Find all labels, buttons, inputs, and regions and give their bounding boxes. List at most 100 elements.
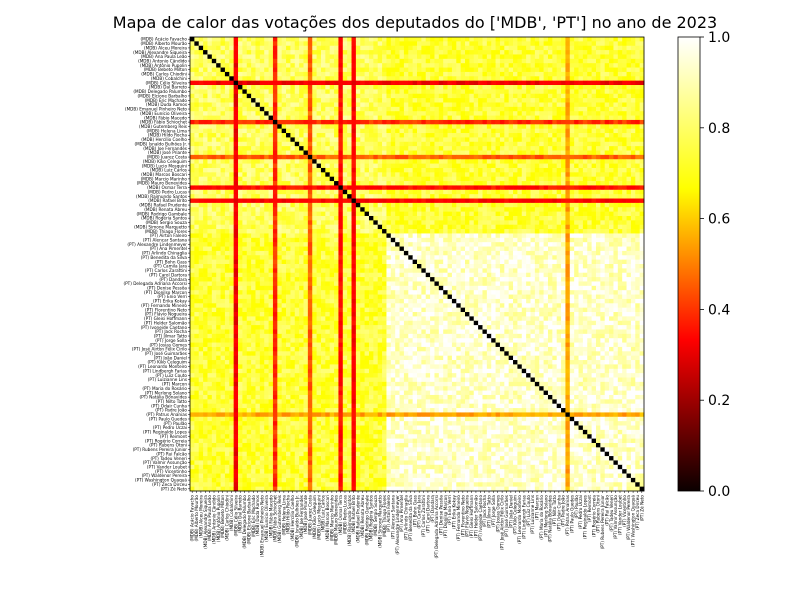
heatmap-cell [351,233,357,239]
heatmap-cell [386,106,392,112]
heatmap-cell [277,185,283,191]
heatmap-cell [508,115,514,121]
heatmap-cell [224,63,230,68]
heatmap-cell [233,154,239,160]
heatmap-cell [190,207,195,212]
heatmap-cell [486,233,492,239]
heatmap-cell [595,215,601,221]
heatmap-cell [460,167,466,173]
heatmap-cell [360,137,365,143]
heatmap-cell [622,67,627,73]
heatmap-cell [434,185,440,191]
heatmap-cell [290,237,296,243]
heatmap-cell [434,167,440,173]
heatmap-cell [434,80,440,86]
heatmap-cell [478,176,483,182]
heatmap-cell [360,67,365,73]
heatmap-cell [478,215,483,221]
heatmap-cell [604,215,610,221]
heatmap-cell [395,150,400,156]
heatmap-cell [307,45,313,51]
heatmap-cell [561,220,566,226]
heatmap-cell [251,76,256,82]
heatmap-cell [351,167,357,173]
heatmap-cell [338,93,344,99]
heatmap-cell [316,67,322,73]
heatmap-cell [408,128,413,134]
heatmap-cell [591,98,597,103]
heatmap-cell [320,54,326,60]
heatmap-cell [316,124,322,130]
heatmap-cell [539,211,544,217]
heatmap-cell [355,189,361,195]
heatmap-cell [417,54,422,60]
heatmap-cell [303,176,309,182]
heatmap-cell [526,163,531,169]
heatmap-cell [430,146,435,151]
heatmap-cell [438,233,444,239]
heatmap-cell [211,242,217,247]
heatmap-cell [211,172,217,178]
heatmap-cell [334,181,339,186]
heatmap-cell [469,98,475,103]
heatmap-cell [451,80,457,86]
heatmap-cell [574,93,579,99]
heatmap-cell [251,50,256,55]
heatmap-cell [534,154,540,160]
heatmap-cell [233,58,239,64]
heatmap-cell [320,237,326,243]
heatmap-cell [320,198,326,204]
heatmap-cell [382,85,387,90]
heatmap-cell [294,167,300,173]
heatmap-cell [412,154,418,160]
heatmap-cell [373,93,379,99]
heatmap-cell [630,242,636,247]
heatmap-cell [360,102,365,108]
heatmap-cell [351,41,357,47]
heatmap-cell [198,93,204,99]
heatmap-cell [556,85,562,90]
heatmap-cell [543,154,549,160]
heatmap-cell [626,119,632,125]
heatmap-cell [272,54,278,60]
heatmap-cell [534,58,540,64]
heatmap-cell [565,137,571,143]
heatmap-cell [259,128,265,134]
heatmap-cell [417,150,422,156]
heatmap-cell [508,211,514,217]
heatmap-cell [316,159,322,164]
heatmap-cell [264,37,269,42]
heatmap-cell [290,54,296,60]
heatmap-cell [281,98,287,103]
heatmap-cell [587,150,592,156]
heatmap-cell [264,115,269,121]
heatmap-cell [513,211,518,217]
heatmap-cell [539,93,544,99]
heatmap-cell [399,50,405,55]
heatmap-cell [595,233,601,239]
heatmap-cell [425,207,431,212]
heatmap-cell [547,194,553,199]
heatmap-cell [622,98,627,103]
heatmap-cell [587,106,592,112]
heatmap-cell [539,194,544,199]
heatmap-cell [294,159,300,164]
heatmap-cell [211,50,217,55]
heatmap-cell [242,111,248,116]
heatmap-cell [569,181,575,186]
heatmap-cell [565,45,571,51]
heatmap-cell [390,63,396,68]
heatmap-cell [630,76,636,82]
heatmap-cell [220,172,226,178]
heatmap-cell [604,137,610,143]
heatmap-cell [238,71,243,77]
heatmap-cell [609,85,614,90]
heatmap-cell [569,58,575,64]
heatmap-cell [211,98,217,103]
heatmap-cell [316,85,322,90]
heatmap-cell [325,181,331,186]
heatmap-cell [526,119,531,125]
heatmap-cell [294,106,300,112]
heatmap-cell [229,41,235,47]
heatmap-cell [478,198,483,204]
